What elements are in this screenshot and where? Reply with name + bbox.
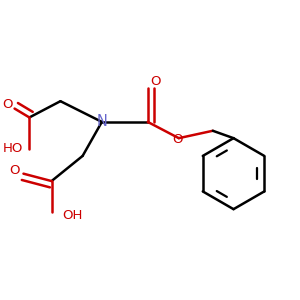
Text: O: O xyxy=(172,133,183,146)
Text: O: O xyxy=(2,98,12,111)
Text: O: O xyxy=(150,75,160,88)
Text: N: N xyxy=(96,114,107,129)
Text: HO: HO xyxy=(3,142,23,155)
Text: O: O xyxy=(9,164,20,177)
Text: OH: OH xyxy=(62,208,82,222)
